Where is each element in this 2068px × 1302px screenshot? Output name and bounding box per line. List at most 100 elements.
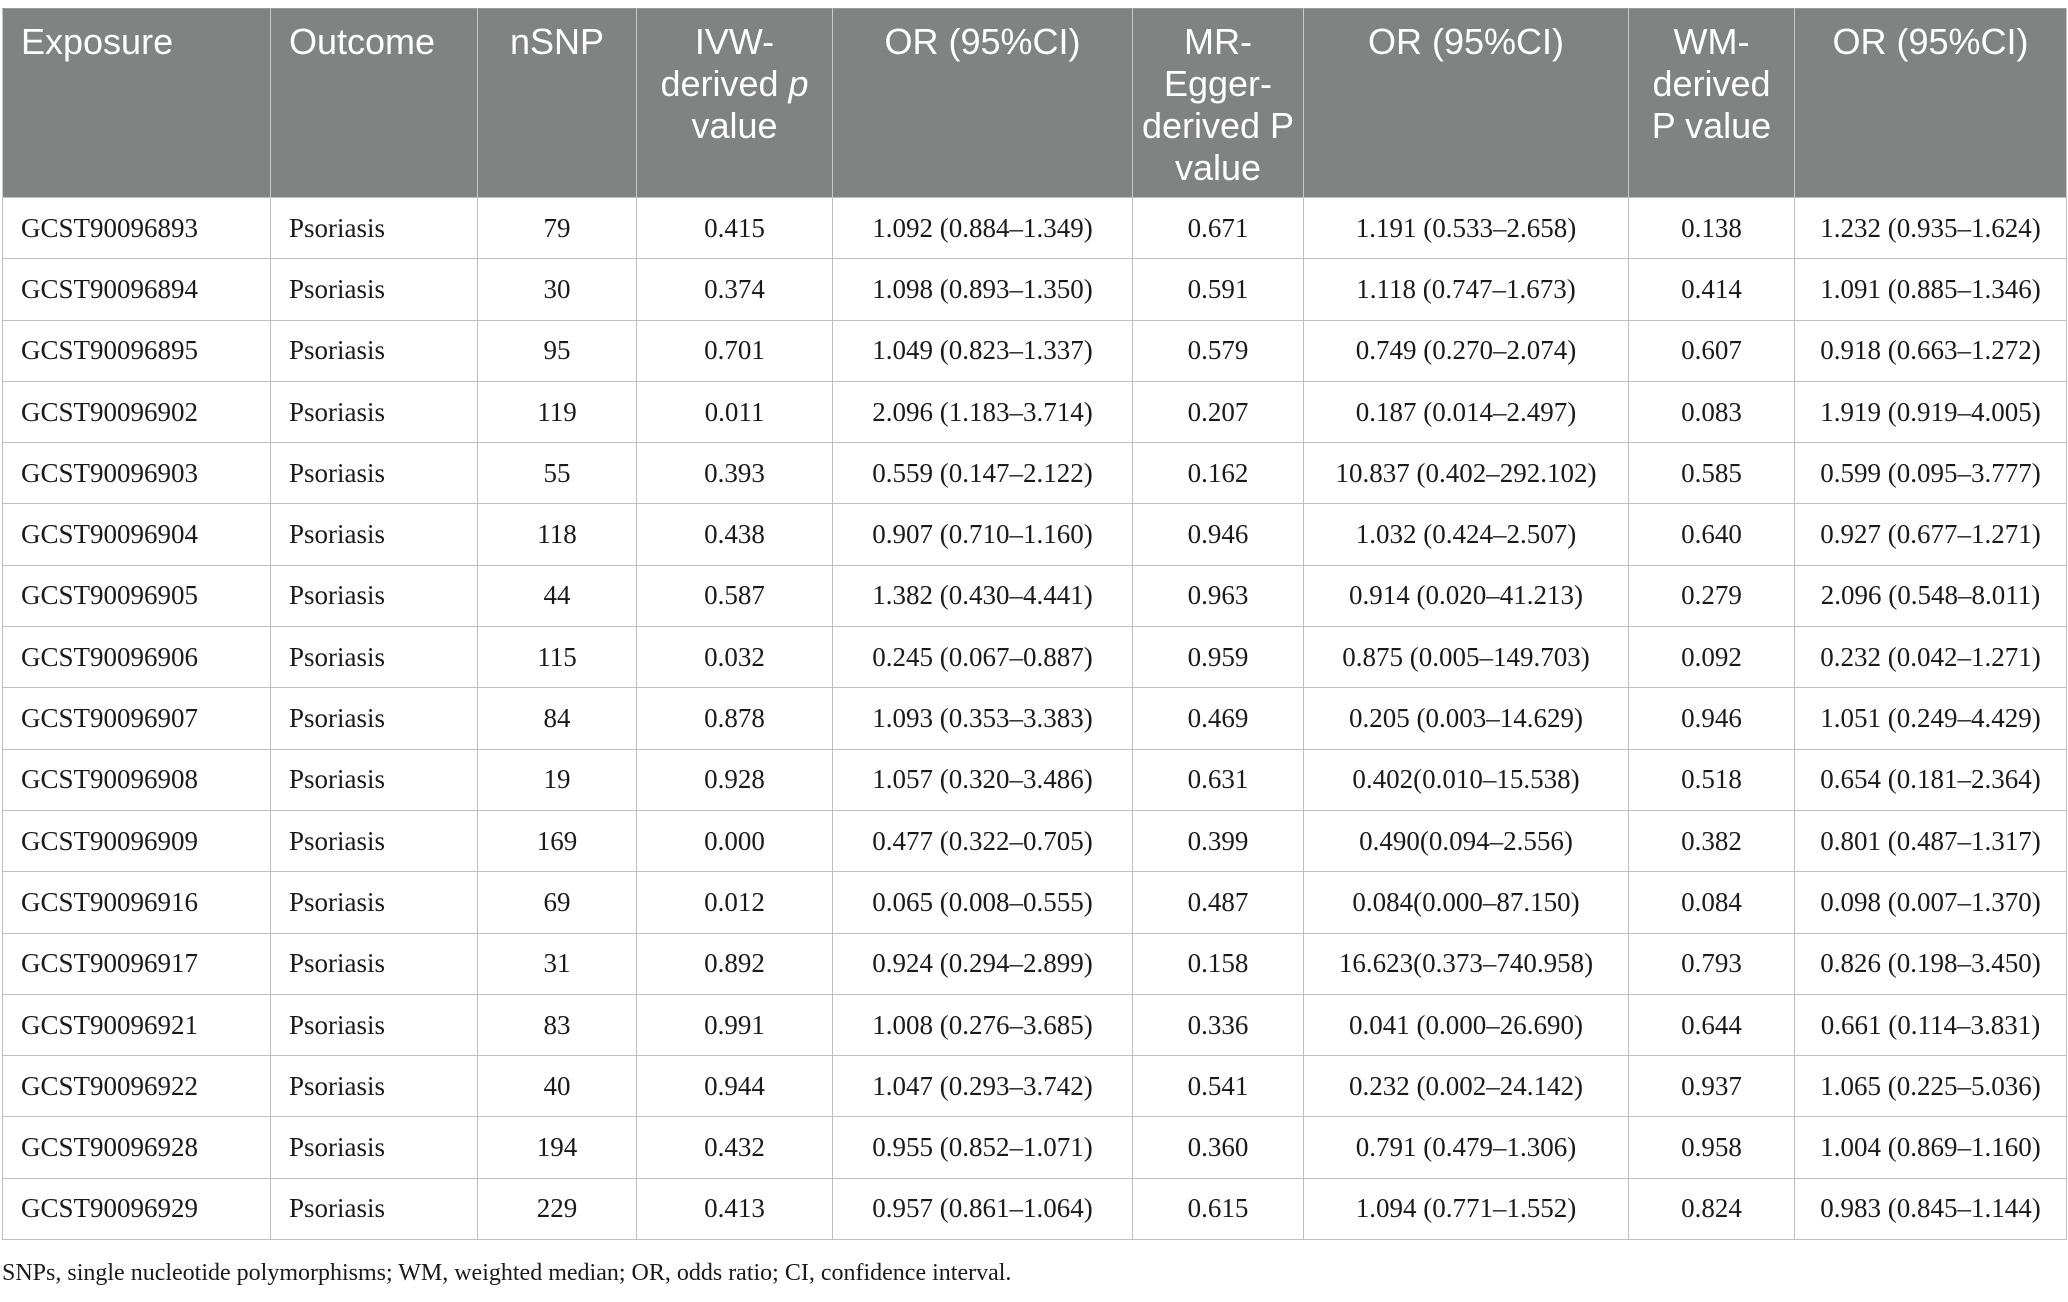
cell-mr-egger-or-ci: 10.837 (0.402–292.102): [1303, 442, 1629, 505]
cell-outcome: Psoriasis: [270, 442, 478, 505]
table-row: GCST90096893 Psoriasis 79 0.415 1.092 (0.884…: [2, 196, 2067, 260]
cell-nsnp: 31: [477, 932, 637, 995]
cell-nsnp: 83: [477, 993, 637, 1057]
cell-wm-or-ci: 0.232 (0.042–1.271): [1794, 626, 2067, 689]
cell-wm-or-ci: 1.051 (0.249–4.429): [1794, 687, 2067, 750]
cell-outcome: Psoriasis: [270, 748, 478, 811]
cell-ivw-or-ci: 0.477 (0.322–0.705): [832, 809, 1133, 873]
cell-mr-egger-or-ci: 0.490(0.094–2.556): [1303, 809, 1629, 873]
cell-wm-p-value: 0.414: [1628, 258, 1795, 321]
cell-ivw-p-value: 0.032: [636, 626, 833, 689]
cell-mr-egger-or-ci: 0.749 (0.270–2.074): [1303, 319, 1629, 382]
cell-mr-egger-or-ci: 0.914 (0.020–41.213): [1303, 564, 1629, 628]
header-row: Exposure Outcome nSNP IVW-derived p valu…: [2, 8, 2067, 198]
cell-outcome: Psoriasis: [270, 258, 478, 321]
cell-ivw-p-value: 0.438: [636, 503, 833, 566]
cell-mr-egger-p-value: 0.162: [1132, 442, 1304, 505]
cell-mr-egger-or-ci: 1.032 (0.424–2.507): [1303, 503, 1629, 566]
cell-outcome: Psoriasis: [270, 1055, 478, 1118]
table-row: GCST90096928 Psoriasis 194 0.432 0.955 (0.85…: [2, 1116, 2067, 1179]
table-footnote: SNPs, single nucleotide polymorphisms; W…: [2, 1260, 1012, 1286]
cell-ivw-or-ci: 1.057 (0.320–3.486): [832, 748, 1133, 811]
cell-mr-egger-p-value: 0.399: [1132, 809, 1304, 873]
cell-mr-egger-p-value: 0.469: [1132, 687, 1304, 750]
table-row: GCST90096921 Psoriasis 83 0.991 1.008 (0.276…: [2, 993, 2067, 1057]
header-exposure: Exposure: [2, 8, 271, 198]
cell-exposure: GCST90096907: [2, 687, 271, 750]
cell-wm-p-value: 0.092: [1628, 626, 1795, 689]
cell-ivw-or-ci: 0.907 (0.710–1.160): [832, 503, 1133, 566]
cell-mr-egger-or-ci: 0.875 (0.005–149.703): [1303, 626, 1629, 689]
header-ivw-p-value: IVW-derived p value: [636, 8, 833, 198]
cell-ivw-p-value: 0.000: [636, 809, 833, 873]
cell-exposure: GCST90096905: [2, 564, 271, 628]
cell-ivw-or-ci: 1.382 (0.430–4.441): [832, 564, 1133, 628]
cell-ivw-p-value: 0.011: [636, 380, 833, 444]
cell-wm-p-value: 0.585: [1628, 442, 1795, 505]
cell-mr-egger-or-ci: 0.232 (0.002–24.142): [1303, 1055, 1629, 1118]
cell-outcome: Psoriasis: [270, 871, 478, 934]
cell-mr-egger-or-ci: 16.623(0.373–740.958): [1303, 932, 1629, 995]
cell-nsnp: 79: [477, 196, 637, 260]
cell-exposure: GCST90096909: [2, 809, 271, 873]
cell-nsnp: 95: [477, 319, 637, 382]
table-row: GCST90096922 Psoriasis 40 0.944 1.047 (0.293…: [2, 1055, 2067, 1118]
header-wm-or-ci: OR (95%CI): [1794, 8, 2067, 198]
cell-wm-p-value: 0.644: [1628, 993, 1795, 1057]
cell-exposure: GCST90096904: [2, 503, 271, 566]
cell-wm-p-value: 0.083: [1628, 380, 1795, 444]
cell-nsnp: 69: [477, 871, 637, 934]
cell-wm-or-ci: 0.826 (0.198–3.450): [1794, 932, 2067, 995]
header-outcome: Outcome: [270, 8, 478, 198]
cell-mr-egger-p-value: 0.360: [1132, 1116, 1304, 1179]
cell-outcome: Psoriasis: [270, 687, 478, 750]
cell-wm-or-ci: 0.801 (0.487–1.317): [1794, 809, 2067, 873]
cell-outcome: Psoriasis: [270, 1177, 478, 1241]
cell-ivw-p-value: 0.012: [636, 871, 833, 934]
cell-mr-egger-or-ci: 0.187 (0.014–2.497): [1303, 380, 1629, 444]
cell-exposure: GCST90096893: [2, 196, 271, 260]
cell-exposure: GCST90096902: [2, 380, 271, 444]
cell-wm-p-value: 0.279: [1628, 564, 1795, 628]
cell-mr-egger-p-value: 0.959: [1132, 626, 1304, 689]
cell-outcome: Psoriasis: [270, 1116, 478, 1179]
cell-mr-egger-p-value: 0.946: [1132, 503, 1304, 566]
cell-outcome: Psoriasis: [270, 932, 478, 995]
cell-wm-p-value: 0.640: [1628, 503, 1795, 566]
cell-exposure: GCST90096917: [2, 932, 271, 995]
table-row: GCST90096903 Psoriasis 55 0.393 0.559 (0.147…: [2, 442, 2067, 505]
cell-mr-egger-p-value: 0.207: [1132, 380, 1304, 444]
cell-mr-egger-p-value: 0.158: [1132, 932, 1304, 995]
cell-outcome: Psoriasis: [270, 993, 478, 1057]
table-row: GCST90096906 Psoriasis 115 0.032 0.245 (0.06…: [2, 626, 2067, 689]
cell-exposure: GCST90096894: [2, 258, 271, 321]
cell-mr-egger-p-value: 0.631: [1132, 748, 1304, 811]
cell-mr-egger-p-value: 0.963: [1132, 564, 1304, 628]
cell-ivw-or-ci: 1.093 (0.353–3.383): [832, 687, 1133, 750]
cell-ivw-p-value: 0.393: [636, 442, 833, 505]
cell-wm-or-ci: 1.065 (0.225–5.036): [1794, 1055, 2067, 1118]
table-row: GCST90096894 Psoriasis 30 0.374 1.098 (0.893…: [2, 258, 2067, 321]
cell-outcome: Psoriasis: [270, 626, 478, 689]
mr-results-table: Exposure Outcome nSNP IVW-derived p valu…: [2, 8, 2067, 1241]
cell-outcome: Psoriasis: [270, 564, 478, 628]
cell-mr-egger-or-ci: 0.402(0.010–15.538): [1303, 748, 1629, 811]
cell-exposure: GCST90096929: [2, 1177, 271, 1241]
cell-wm-or-ci: 0.927 (0.677–1.271): [1794, 503, 2067, 566]
cell-wm-or-ci: 1.232 (0.935–1.624): [1794, 196, 2067, 260]
cell-ivw-p-value: 0.892: [636, 932, 833, 995]
header-mr-egger-or-ci: OR (95%CI): [1303, 8, 1629, 198]
table-row: GCST90096895 Psoriasis 95 0.701 1.049 (0.823…: [2, 319, 2067, 382]
cell-wm-p-value: 0.518: [1628, 748, 1795, 811]
cell-ivw-p-value: 0.878: [636, 687, 833, 750]
cell-exposure: GCST90096928: [2, 1116, 271, 1179]
cell-ivw-p-value: 0.374: [636, 258, 833, 321]
cell-ivw-or-ci: 1.049 (0.823–1.337): [832, 319, 1133, 382]
cell-mr-egger-p-value: 0.591: [1132, 258, 1304, 321]
cell-ivw-p-value: 0.432: [636, 1116, 833, 1179]
header-nsnp: nSNP: [477, 8, 637, 198]
cell-ivw-or-ci: 0.065 (0.008–0.555): [832, 871, 1133, 934]
table-row: GCST90096916 Psoriasis 69 0.012 0.065 (0.008…: [2, 871, 2067, 934]
cell-nsnp: 30: [477, 258, 637, 321]
cell-ivw-or-ci: 2.096 (1.183–3.714): [832, 380, 1133, 444]
